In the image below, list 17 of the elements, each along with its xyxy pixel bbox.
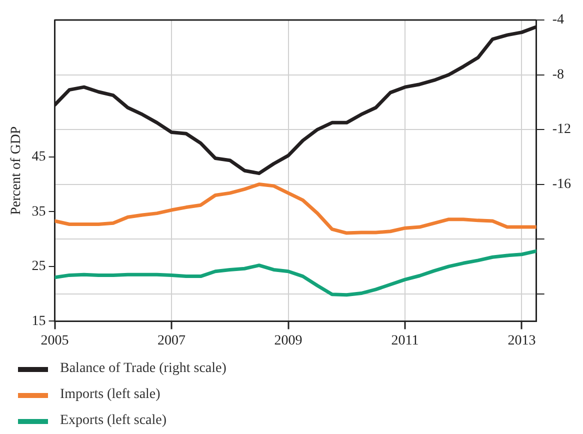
y2-tick-label: -16 xyxy=(552,176,572,192)
x-tick-label: 2013 xyxy=(508,333,536,348)
y2-tick-label: -4 xyxy=(552,12,564,28)
y2-tick-label: -8 xyxy=(552,67,564,82)
legend-label: Exports (left scale) xyxy=(60,413,167,429)
y-tick-label: 45 xyxy=(32,150,46,165)
x-tick-label: 2011 xyxy=(391,333,419,348)
legend-label: Balance of Trade (right scale) xyxy=(60,361,226,377)
y2-tick-label: -12 xyxy=(552,122,572,138)
legend-label: Imports (left sale) xyxy=(60,387,160,403)
y-tick-label: 35 xyxy=(32,204,46,220)
y-tick-label: 25 xyxy=(32,259,46,274)
x-tick-label: 2005 xyxy=(40,333,69,348)
y-tick-label: 15 xyxy=(32,314,46,329)
x-tick-label: 2009 xyxy=(274,333,302,348)
y-axis-title: Percent of GDP xyxy=(9,126,24,215)
x-tick-label: 2007 xyxy=(158,333,186,348)
